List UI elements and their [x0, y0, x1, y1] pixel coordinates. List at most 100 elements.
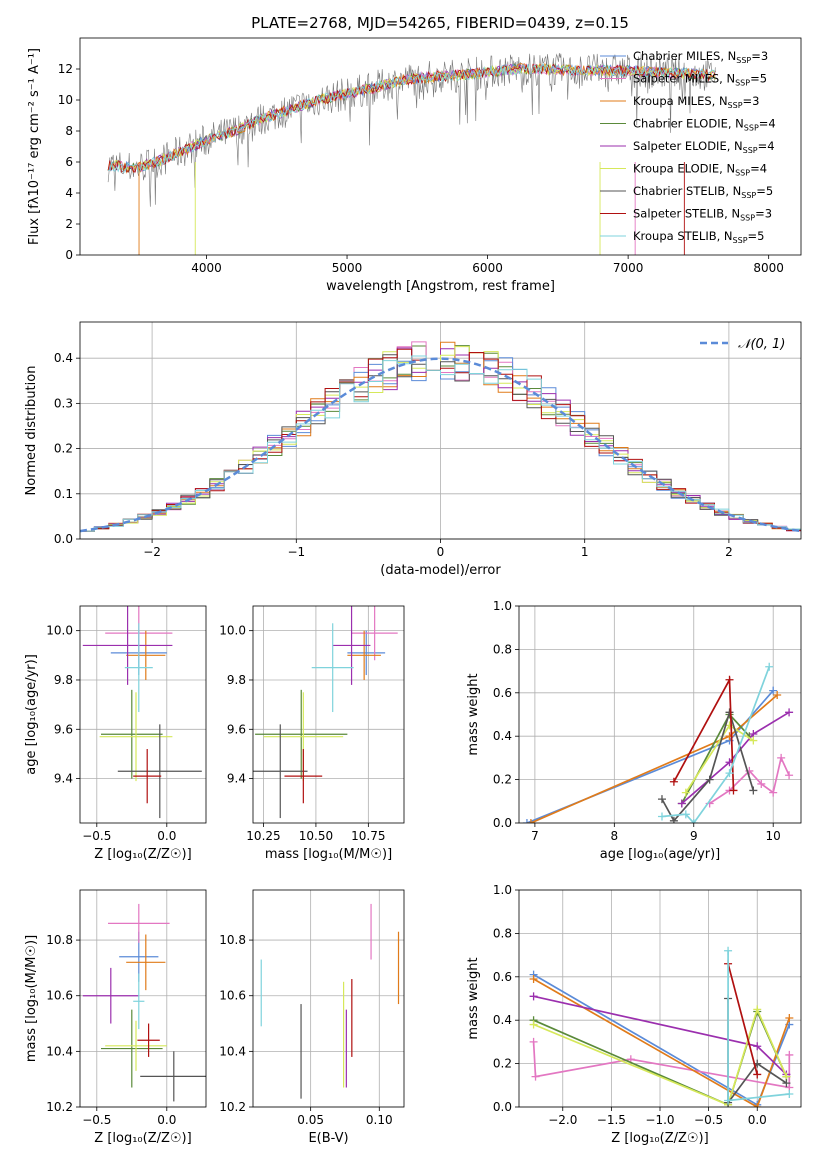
- weight-marker: [657, 812, 666, 821]
- y-tick-label: 10.6: [46, 989, 73, 1003]
- weight-marker: [769, 686, 778, 695]
- weight-marker: [724, 1096, 733, 1105]
- errorbar-point: [101, 1009, 163, 1088]
- weight-marker: [677, 799, 686, 808]
- y-tick-label: 0.3: [54, 396, 73, 410]
- y-tick-label: 0: [65, 248, 73, 262]
- x-axis-label: mass [log₁₀(M/M☉)]: [265, 847, 392, 862]
- x-tick-label: 6000: [472, 261, 503, 275]
- x-axis-label: Z [log₁₀(Z/Z☉)]: [94, 847, 191, 862]
- y-tick-label: 10.2: [219, 1100, 246, 1114]
- weight-series-1: [709, 755, 790, 805]
- y-tick-label: 0.6: [493, 686, 512, 700]
- y-tick-label: 1.0: [493, 883, 512, 897]
- x-tick-label: 0.10: [366, 1113, 393, 1127]
- x-axis-label: age [log₁₀(age/yr)]: [600, 847, 721, 862]
- spectrum-plot: [107, 53, 716, 255]
- weight-marker: [769, 788, 778, 797]
- legend-label: Kroupa MILES, NSSP=3: [633, 94, 759, 110]
- legend-label: 𝒩(0, 1): [738, 337, 785, 352]
- x-tick-label: 0.0: [748, 1113, 767, 1127]
- x-tick-label: 9: [690, 829, 698, 843]
- weight-marker: [725, 708, 734, 717]
- y-tick-label: 10.8: [219, 933, 246, 947]
- x-axis-label: Z [log₁₀(Z/Z☉)]: [94, 1131, 191, 1146]
- y-tick-label: 10.0: [219, 624, 246, 638]
- y-tick-label: 8: [65, 124, 73, 138]
- x-tick-label: −0.5: [82, 829, 111, 843]
- axes-frame: [252, 605, 405, 824]
- y-tick-label: 0.1: [54, 487, 73, 501]
- x-tick-label: 0.05: [297, 1113, 324, 1127]
- axes-frame: [252, 889, 405, 1108]
- x-tick-label: 7000: [613, 261, 644, 275]
- weight-marker: [725, 675, 734, 684]
- x-tick-label: −0.5: [82, 1113, 111, 1127]
- errorbar-point: [126, 934, 166, 991]
- errorbar-point: [124, 623, 153, 713]
- y-axis-label: mass weight: [466, 957, 481, 1039]
- y-axis-label: mass weight: [466, 673, 481, 755]
- errorbar-point: [253, 724, 308, 819]
- errorbar-point: [108, 903, 170, 943]
- y-tick-label: 9.6: [227, 722, 246, 736]
- weight-series-5: [533, 1006, 788, 1106]
- y-tick-label: 10: [58, 93, 73, 107]
- errorbar-point: [105, 1020, 167, 1071]
- errorbar-point: [284, 749, 323, 804]
- y-tick-label: 0.8: [493, 642, 512, 656]
- axes-frame: [518, 605, 802, 824]
- x-tick-label: 5000: [332, 261, 363, 275]
- weight-marker: [681, 810, 690, 819]
- weight-marker: [725, 721, 734, 730]
- x-axis-label: wavelength [Angstrom, rest frame]: [326, 279, 555, 294]
- y-tick-label: 10.8: [46, 933, 73, 947]
- y-tick-label: 0.4: [493, 1013, 512, 1027]
- legend-label: Salpeter STELIB, NSSP=3: [633, 207, 772, 223]
- weight-marker: [529, 992, 538, 1001]
- x-tick-label: 2: [725, 545, 733, 559]
- x-tick-label: 10: [766, 829, 781, 843]
- weight-marker: [526, 819, 535, 823]
- y-tick-label: 10.4: [219, 1044, 246, 1058]
- weight-marker: [522, 819, 531, 823]
- weight-marker: [785, 771, 794, 780]
- y-tick-label: 0.4: [54, 351, 73, 365]
- errorbar-point: [101, 689, 163, 779]
- x-axis-label: Z [log₁₀(Z/Z☉)]: [611, 1131, 708, 1146]
- errorbar-point: [133, 973, 145, 1030]
- y-tick-label: 0.0: [493, 816, 512, 830]
- axes-frame: [79, 889, 207, 1108]
- errorbar-point: [133, 749, 162, 804]
- y-tick-label: 0.6: [493, 970, 512, 984]
- weight-marker: [753, 1005, 762, 1014]
- y-tick-label: 10.6: [219, 989, 246, 1003]
- y-tick-label: 4: [65, 186, 73, 200]
- weight-series-7: [727, 963, 759, 1075]
- legend-label: Salpeter ELODIE, NSSP=4: [633, 139, 775, 155]
- age_vs_Z-plot: [82, 606, 202, 819]
- y-axis-label: Normed distribution: [24, 366, 39, 496]
- y-tick-label: 0.8: [493, 926, 512, 940]
- x-tick-label: 10.75: [351, 829, 385, 843]
- histogram-7: [80, 348, 801, 532]
- model-spectrum-7: [107, 63, 716, 173]
- x-tick-label: 4000: [191, 261, 222, 275]
- weight-marker: [529, 1020, 538, 1029]
- weight-marker: [785, 1050, 794, 1059]
- weight-marker: [782, 1079, 791, 1088]
- errorbar-point: [255, 689, 348, 779]
- weight-series-8: [661, 666, 770, 823]
- weight-series-7: [673, 676, 735, 791]
- x-tick-label: 10.50: [299, 829, 333, 843]
- y-axis-label: Flux [fλ10⁻¹⁷ erg cm⁻² s⁻¹ A⁻¹]: [27, 48, 42, 245]
- y-axis-label: age [log₁₀(age/yr)]: [24, 654, 39, 775]
- legend-label: Kroupa STELIB, NSSP=5: [633, 229, 764, 245]
- spectrum-axes: 4000 5000 6000 7000 8000 0 2 4 6 8 10 12 wavelength …: [27, 37, 802, 294]
- age_vs_mass-axes: 10.25 10.50 10.75 9.4 9.6 9.8 10.0 mass [log₁₀(…: [219, 605, 405, 862]
- weight-marker: [749, 736, 758, 745]
- weight_vs_age-axes: 7 8 9 10 0.0 0.2 0.4 0.6 0.8 1.0 age [log₁₀(age/yr…: [466, 599, 802, 862]
- weight-series-2: [533, 978, 791, 1107]
- weight-marker: [529, 1037, 538, 1046]
